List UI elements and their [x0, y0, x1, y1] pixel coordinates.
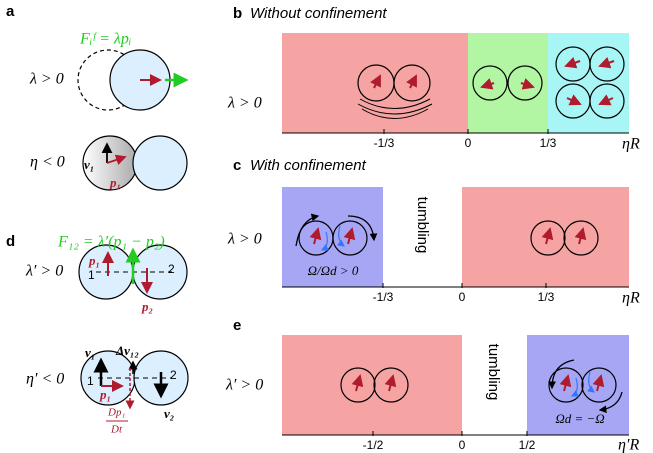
derivative-den: Dt	[110, 424, 123, 436]
region-text: tumbling	[414, 197, 431, 254]
vector-label: Δv₁₂	[115, 343, 139, 358]
tick-label: 1/2	[519, 438, 536, 452]
region	[462, 187, 629, 287]
vector-label: v₂	[164, 406, 174, 421]
panel-label: a	[6, 3, 15, 20]
particle-number: 1	[88, 268, 95, 282]
tick-label: 0	[465, 136, 472, 150]
tick-label: 0	[459, 290, 466, 304]
equation: Fᵢᶠ = λpᵢ	[79, 31, 131, 48]
particle-number: 1	[87, 374, 94, 388]
omega-label: Ωd = −Ω	[555, 411, 604, 426]
condition: η′ < 0	[26, 371, 64, 388]
panel-title: Without confinement	[250, 5, 387, 22]
particle-number: 2	[170, 368, 177, 382]
panel-label: e	[233, 317, 241, 334]
vector-label: v₁	[84, 157, 94, 172]
tick-label: -1/3	[373, 290, 394, 304]
tick-label: 1/3	[538, 290, 555, 304]
axis-label: ηR	[622, 290, 640, 307]
vector-label: p₂	[141, 299, 153, 314]
condition: λ > 0	[227, 95, 262, 112]
particle-number: 2	[168, 262, 175, 276]
particle	[133, 136, 187, 190]
equation: F₁₂ = λ′(p₁ − p₂)	[57, 234, 165, 251]
condition: λ > 0	[29, 71, 64, 88]
vector-label: p₁	[109, 175, 121, 190]
condition: λ′ > 0	[25, 263, 63, 280]
vector-label: p₁	[88, 253, 100, 268]
panel-title: With confinement	[250, 157, 367, 174]
tick-label: 0	[459, 438, 466, 452]
condition: η < 0	[30, 154, 65, 171]
vector-label: p₁	[99, 387, 111, 402]
figure: a Fᵢᶠ = λpᵢ λ > 0 η < 0 v₁ p₁ b Without …	[0, 0, 653, 453]
panel-label: c	[233, 157, 241, 174]
vector-label: v₁	[85, 345, 95, 360]
region-text: tumbling	[485, 344, 502, 401]
region	[282, 33, 468, 133]
tick-label: 1/3	[540, 136, 557, 150]
panel-label: b	[233, 5, 242, 22]
panel-label: d	[6, 233, 15, 250]
region	[282, 335, 462, 435]
derivative-num: Dp₁	[107, 407, 125, 419]
omega-label: Ω/Ωd > 0	[308, 263, 359, 278]
condition: λ > 0	[227, 231, 262, 248]
tick-label: -1/2	[363, 438, 384, 452]
axis-label: η′R	[618, 437, 639, 453]
tick-label: -1/3	[374, 136, 395, 150]
region	[548, 33, 629, 133]
axis-label: ηR	[622, 136, 640, 153]
condition: λ′ > 0	[225, 377, 263, 394]
